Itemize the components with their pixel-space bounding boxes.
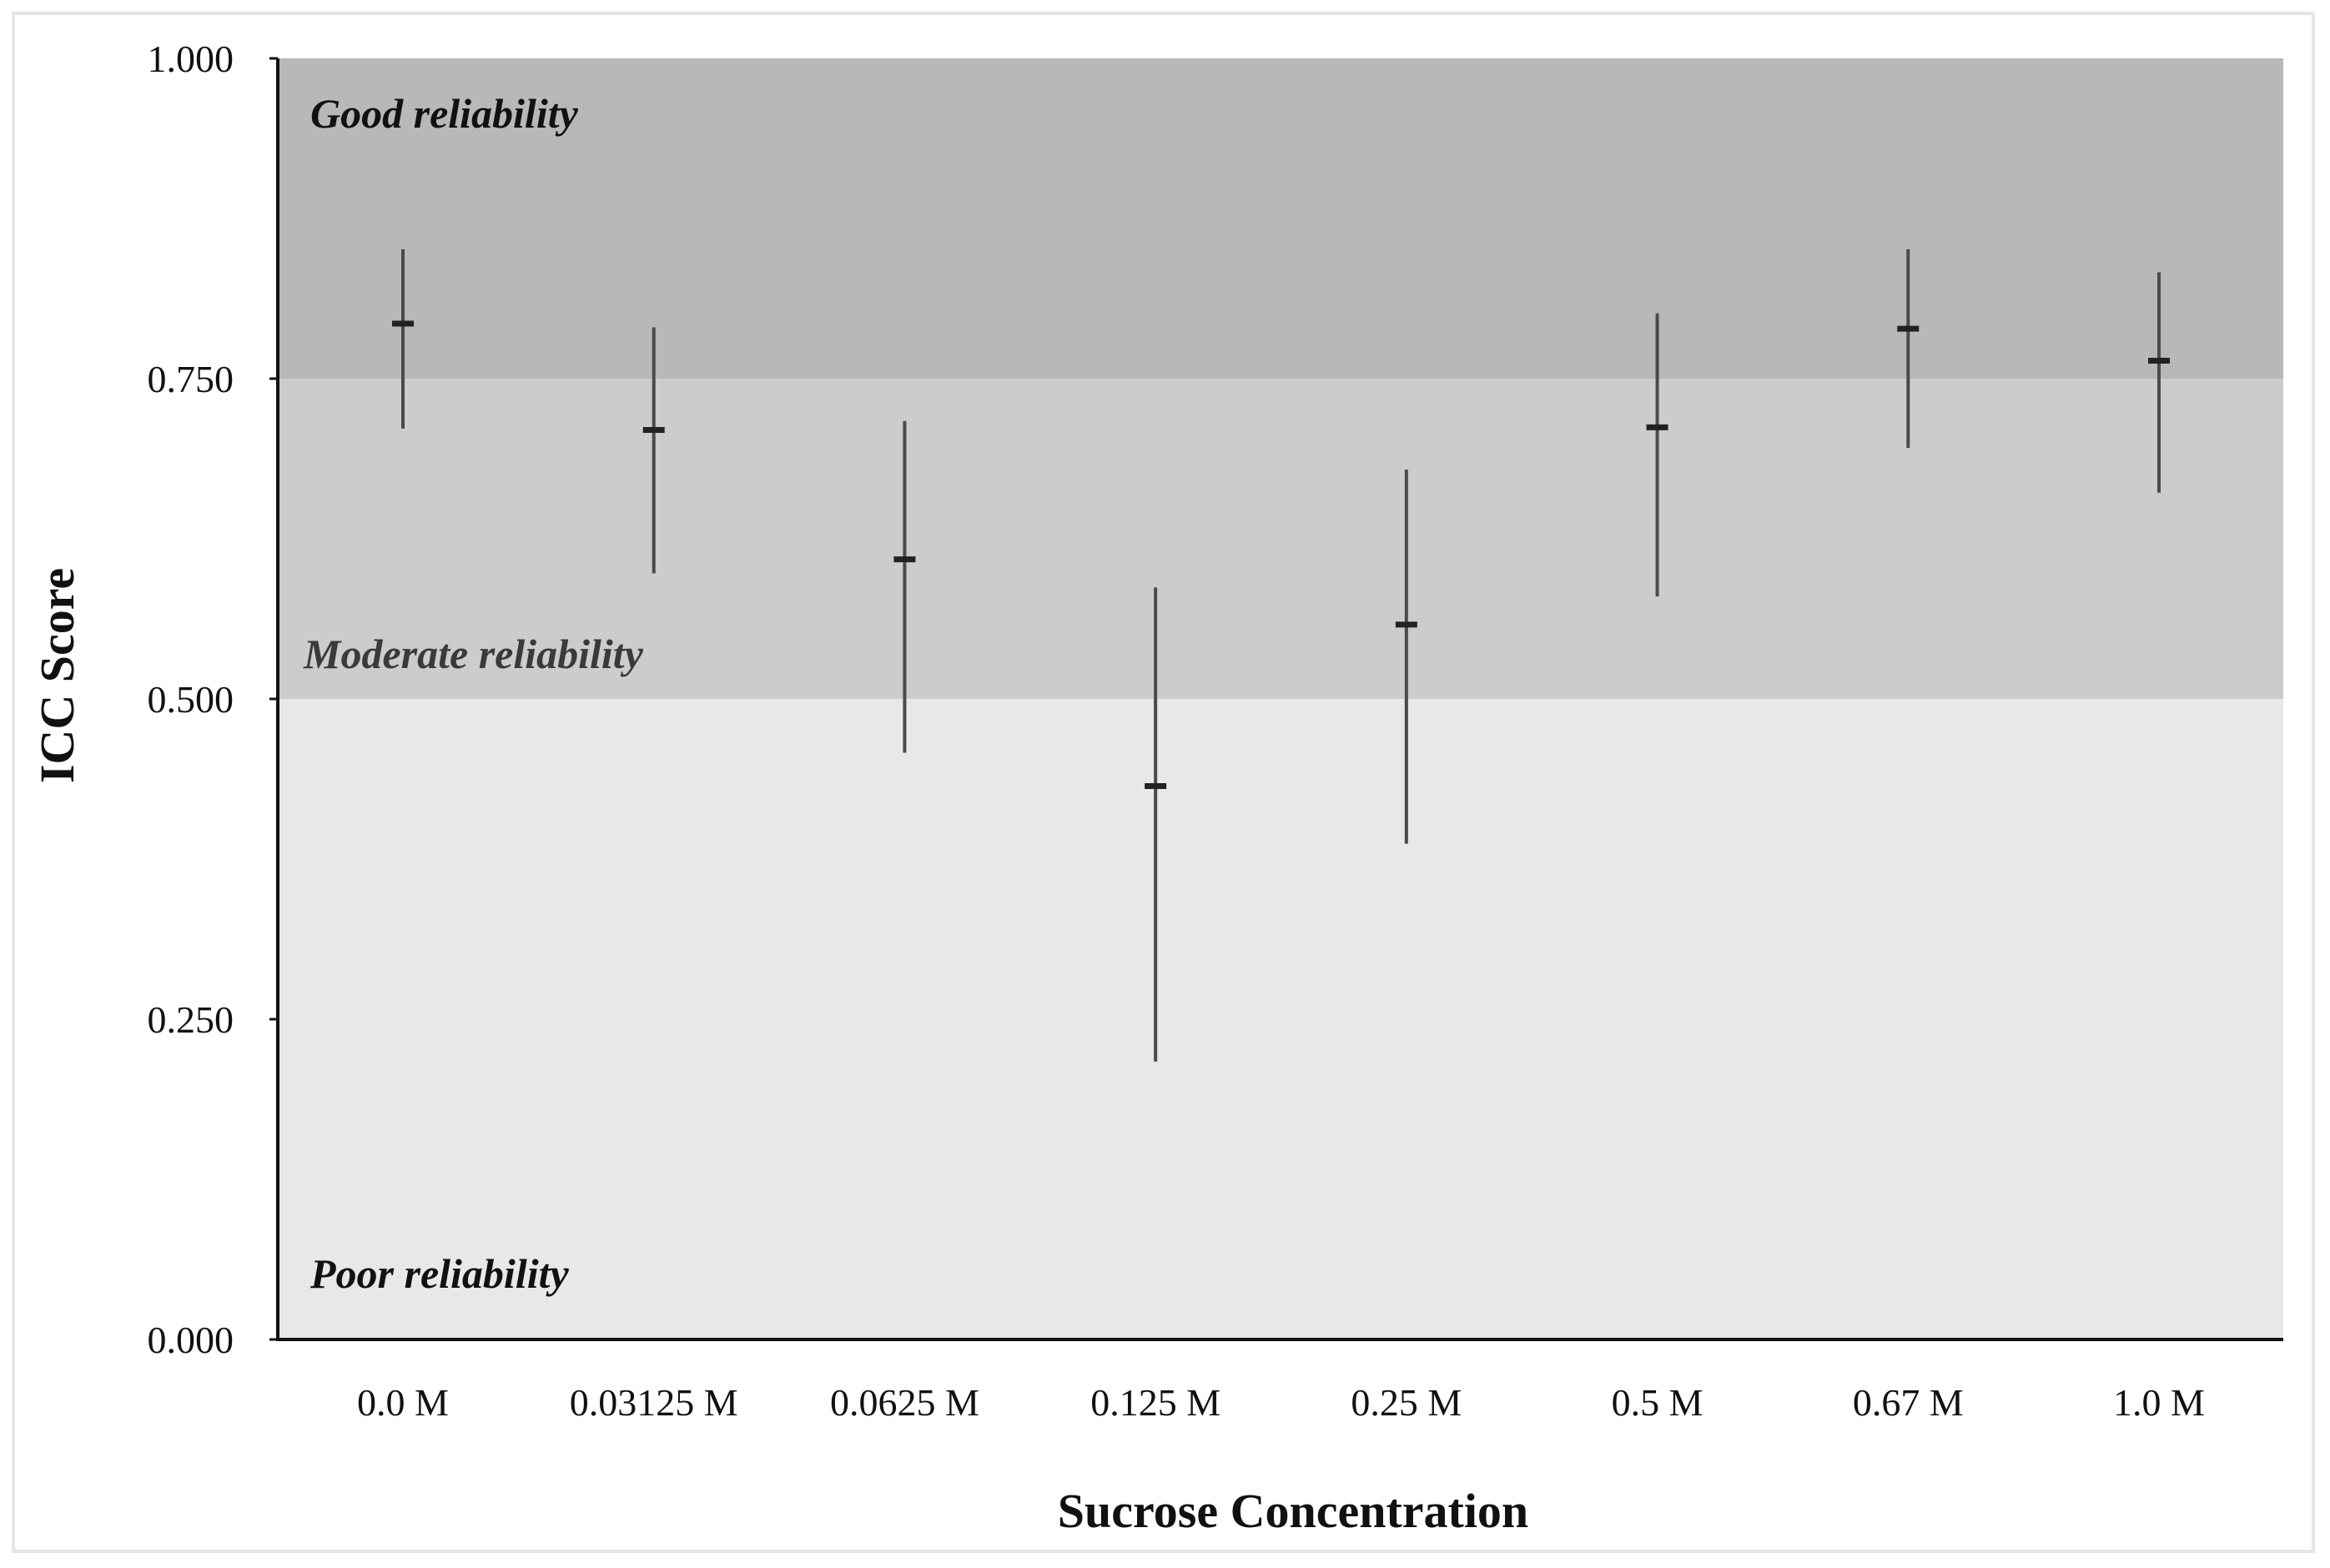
x-tick-label: 0.5 M bbox=[1612, 1381, 1703, 1424]
y-tick-label: 1.000 bbox=[148, 38, 234, 80]
x-axis-title: Sucrose Concentration bbox=[1058, 1484, 1528, 1538]
band-label-moderate-reliability: Moderate reliability bbox=[303, 631, 644, 677]
band-good-reliability bbox=[278, 58, 2283, 379]
x-tick-label: 1.0 M bbox=[2113, 1381, 2205, 1424]
x-tick-label: 0.0 M bbox=[357, 1381, 449, 1424]
y-tick-label: 0.750 bbox=[148, 358, 234, 400]
x-tick-label: 0.03125 M bbox=[570, 1381, 738, 1424]
band-label-good-reliability: Good reliability bbox=[310, 90, 579, 137]
x-tick-label: 0.0625 M bbox=[830, 1381, 979, 1424]
y-tick-label: 0.250 bbox=[148, 998, 234, 1041]
x-tick-label: 0.125 M bbox=[1090, 1381, 1220, 1424]
band-poor-reliability bbox=[278, 699, 2283, 1339]
y-tick-label: 0.000 bbox=[148, 1319, 234, 1361]
y-axis-title: ICC Score bbox=[30, 568, 84, 783]
y-tick-label: 0.500 bbox=[148, 678, 234, 721]
band-moderate-reliability bbox=[278, 379, 2283, 699]
x-tick-label: 0.67 M bbox=[1853, 1381, 1964, 1424]
band-label-poor-reliability: Poor reliability bbox=[309, 1250, 570, 1297]
x-tick-label: 0.25 M bbox=[1351, 1381, 1462, 1424]
